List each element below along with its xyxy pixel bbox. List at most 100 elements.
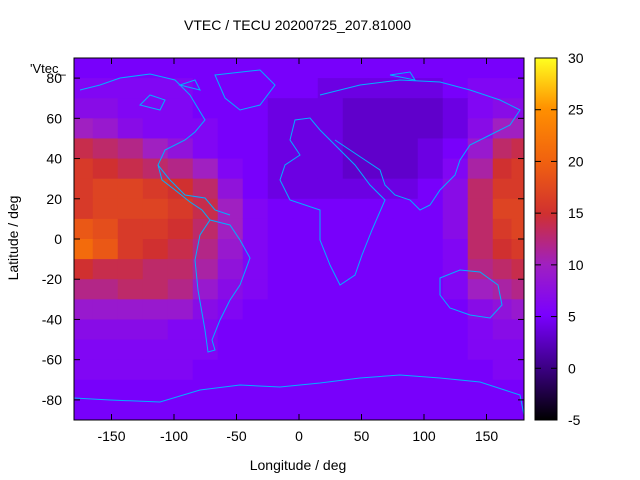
heatmap-cell <box>511 399 524 420</box>
heatmap-cell <box>417 299 444 321</box>
heatmap-cell <box>117 158 144 180</box>
heatmap-cell <box>217 359 244 381</box>
heatmap-cell <box>442 339 469 361</box>
heatmap-cell <box>192 58 219 79</box>
x-axis-ticks: -150 -100 -50 0 50 100 150 <box>97 58 498 444</box>
heatmap-cell <box>74 98 94 119</box>
heatmap-cell <box>467 218 494 240</box>
heatmap-cell <box>117 379 144 401</box>
heatmap-cell <box>142 319 169 341</box>
heatmap-cell <box>392 118 419 140</box>
heatmap-cell <box>417 259 444 280</box>
heatmap-cell <box>342 379 369 401</box>
heatmap-cell <box>342 319 369 341</box>
heatmap-cell <box>492 158 513 180</box>
heatmap-cell <box>74 319 94 341</box>
heatmap-cell <box>392 259 419 280</box>
heatmap-cell <box>192 138 219 160</box>
coastline-australia <box>439 269 503 319</box>
y-tick-label: 40 <box>46 151 62 167</box>
heatmap-cell <box>511 339 524 361</box>
heatmap-cell <box>367 379 394 401</box>
heatmap-cell <box>242 78 269 99</box>
heatmap-cell <box>342 259 369 280</box>
heatmap-cell <box>92 138 119 160</box>
heatmap-cell <box>92 58 119 79</box>
heatmap-cell <box>511 198 524 220</box>
coastline-north-america <box>79 73 231 216</box>
heatmap-cell <box>167 299 194 321</box>
colorbar-tick-label: 20 <box>568 153 584 169</box>
heatmap-cell <box>342 138 369 160</box>
heatmap-cell <box>92 78 119 99</box>
heatmap-cell <box>492 259 513 280</box>
heatmap-cell <box>167 339 194 361</box>
heatmap-cell <box>167 58 194 79</box>
heatmap-cell <box>442 259 469 280</box>
heatmap-cell <box>442 98 469 119</box>
heatmap-cell <box>74 178 94 200</box>
heatmap-cell <box>442 158 469 180</box>
y-axis-label: Latitude / deg <box>5 196 21 281</box>
heatmap-cell <box>292 359 319 381</box>
heatmap-cell <box>511 138 524 160</box>
heatmap-cell <box>192 239 219 260</box>
heatmap-cell <box>167 379 194 401</box>
heatmap-cell <box>92 198 119 220</box>
heatmap-cell <box>217 178 244 200</box>
heatmap-cell <box>392 319 419 341</box>
heatmap-cell <box>167 138 194 160</box>
heatmap-cell <box>267 299 294 321</box>
heatmap-cell <box>492 379 513 401</box>
heatmap-cell <box>92 379 119 401</box>
heatmap-cell <box>167 158 194 180</box>
heatmap-cell <box>467 279 494 300</box>
heatmap-cell <box>117 198 144 220</box>
heatmap-cell <box>142 339 169 361</box>
heatmap-cell <box>242 379 269 401</box>
heatmap-cell <box>367 259 394 280</box>
heatmap-cell <box>167 319 194 341</box>
heatmap-cell <box>267 239 294 260</box>
y-tick-label: 80 <box>46 70 62 86</box>
heatmap-cell <box>242 138 269 160</box>
heatmap-cell <box>292 158 319 180</box>
colorbar <box>534 57 558 421</box>
heatmap-cell <box>92 359 119 381</box>
heatmap-cell <box>167 198 194 220</box>
heatmap-cell <box>317 58 344 79</box>
heatmap-cell <box>267 78 294 99</box>
heatmap-cell <box>392 279 419 300</box>
heatmap-cell <box>292 279 319 300</box>
heatmap-cell <box>242 399 269 420</box>
heatmap-cell <box>292 98 319 119</box>
heatmap-cell <box>492 178 513 200</box>
x-axis-label: Longitude / deg <box>250 457 347 473</box>
heatmap-cell <box>192 259 219 280</box>
heatmap-cell <box>367 319 394 341</box>
heatmap-cell <box>242 198 269 220</box>
heatmap-cell <box>392 399 419 420</box>
heatmap-cell <box>492 138 513 160</box>
heatmap-cell <box>167 239 194 260</box>
heatmap-cell <box>267 399 294 420</box>
colorbar-tick-label: 10 <box>568 257 584 273</box>
heatmap-cell <box>442 78 469 99</box>
heatmap-cell <box>417 78 444 99</box>
heatmap-cell <box>167 98 194 119</box>
heatmap-cell <box>367 399 394 420</box>
heatmap-cell <box>342 279 369 300</box>
coastline-asia <box>319 79 521 211</box>
heatmap-cell <box>467 379 494 401</box>
heatmap-cell <box>142 399 169 420</box>
heatmap-cell <box>467 98 494 119</box>
heatmap-cell <box>317 78 344 99</box>
heatmap-cell <box>417 399 444 420</box>
heatmap-cell <box>267 339 294 361</box>
heatmap-cell <box>367 239 394 260</box>
heatmap-cell <box>392 178 419 200</box>
heatmap-cell <box>74 359 94 381</box>
heatmap-cell <box>342 359 369 381</box>
heatmap-cell <box>142 239 169 260</box>
